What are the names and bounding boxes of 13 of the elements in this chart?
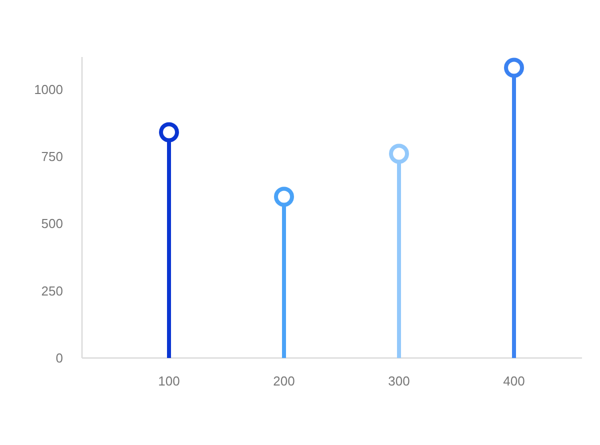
x-tick-label: 100 bbox=[158, 374, 180, 389]
y-tick-label: 0 bbox=[56, 350, 63, 366]
point bbox=[389, 144, 409, 164]
point bbox=[274, 186, 294, 207]
x-tick-label: 400 bbox=[503, 374, 525, 389]
x-tick-label: 300 bbox=[388, 374, 410, 389]
y-tick-label: 500 bbox=[41, 216, 63, 232]
y-tick-label: 750 bbox=[41, 148, 63, 164]
y-tick-label: 1000 bbox=[34, 82, 63, 97]
point bbox=[159, 122, 179, 142]
y-tick-label: 250 bbox=[41, 283, 63, 298]
x-tick-label: 200 bbox=[273, 374, 295, 389]
point bbox=[504, 58, 524, 78]
